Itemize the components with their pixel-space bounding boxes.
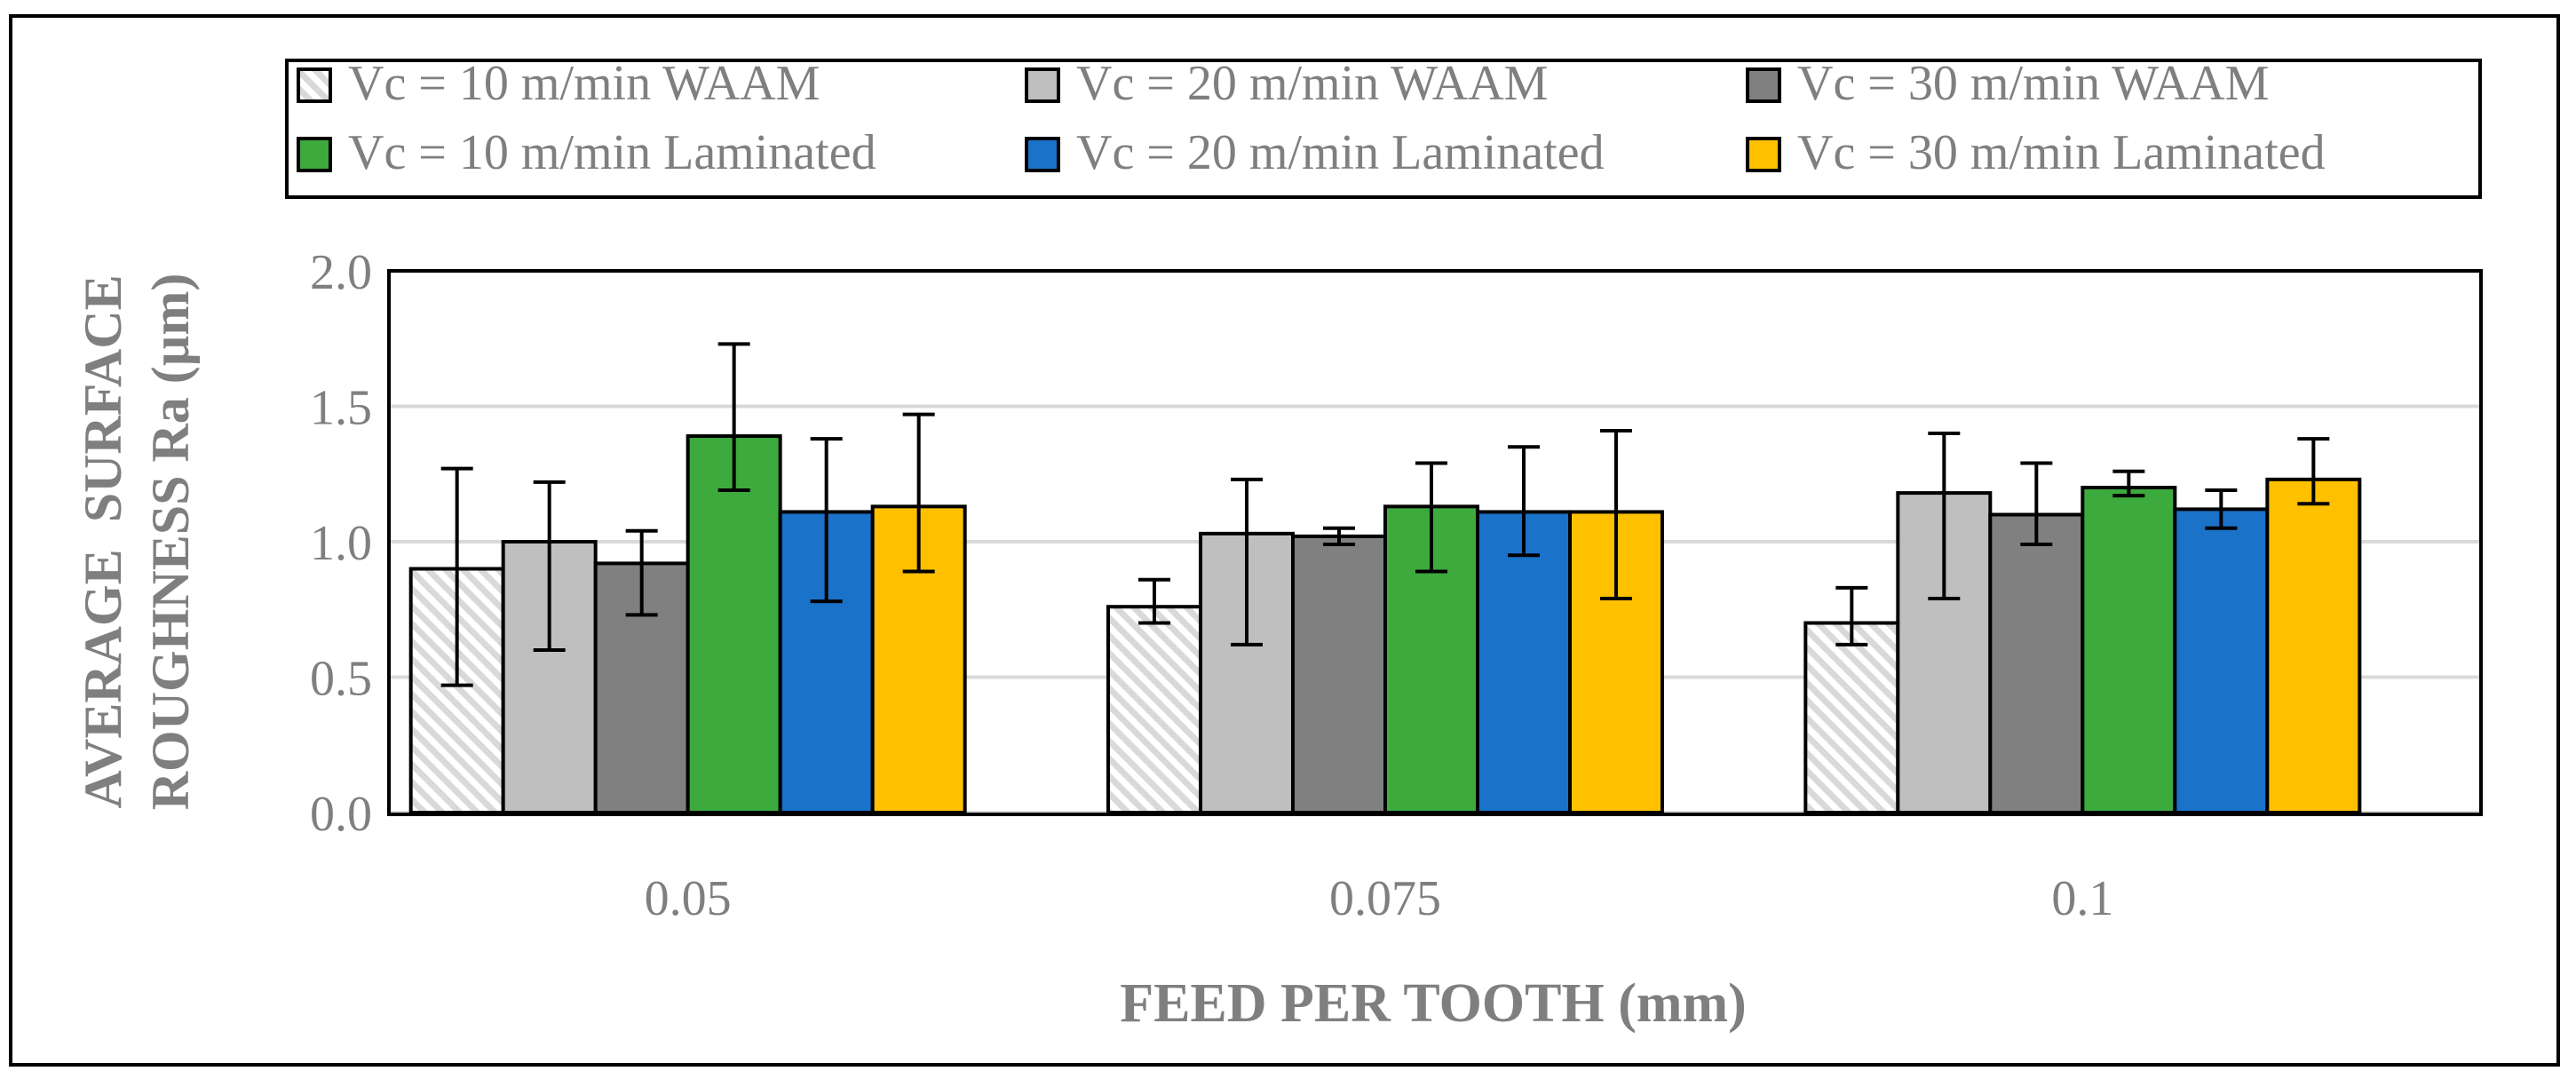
bar — [1476, 510, 1572, 814]
bar — [686, 434, 782, 814]
chart-frame: Vc = 10 m/min WAAM Vc = 20 m/min WAAM Vc =… — [9, 14, 2560, 1067]
y-tick-label: 1.5 — [310, 381, 372, 436]
legend: Vc = 10 m/min WAAM Vc = 20 m/min WAAM Vc =… — [285, 56, 2482, 199]
error-bars — [440, 342, 2330, 687]
x-tick-label: 0.075 — [1329, 871, 1441, 926]
legend-label: Vc = 10 m/min WAAM — [348, 56, 820, 111]
bar — [1803, 621, 1900, 814]
y-axis-title-line-1: AVERAGE SURFACE — [74, 274, 132, 808]
bars — [408, 434, 2362, 815]
y-tick-label: 0.5 — [310, 652, 372, 707]
bar — [1988, 512, 2085, 814]
x-tick-label: 0.05 — [645, 871, 732, 926]
bar — [1291, 534, 1387, 815]
legend-label: Vc = 30 m/min WAAM — [1797, 56, 2269, 111]
bar — [2081, 486, 2177, 814]
plot-border — [387, 269, 2483, 816]
bar — [2265, 477, 2362, 814]
legend-label: Vc = 10 m/min Laminated — [348, 125, 876, 180]
legend-swatch — [1025, 137, 1060, 172]
legend-swatch — [297, 67, 332, 103]
y-axis-title-line-2: ROUGHNESS Ra (µm) — [141, 274, 200, 811]
bar — [2173, 507, 2270, 815]
y-axis-title: AVERAGE SURFACE ROUGHNESS Ra (µm) — [74, 274, 200, 811]
y-tick-label: 0.0 — [310, 787, 372, 842]
legend-swatch — [1025, 67, 1060, 103]
legend-label: Vc = 20 m/min Laminated — [1076, 125, 1605, 180]
x-tick-label: 0.1 — [2051, 871, 2113, 926]
legend-swatch — [297, 137, 332, 172]
bar — [1106, 605, 1202, 815]
legend-label: Vc = 20 m/min WAAM — [1076, 56, 1548, 111]
legend-label: Vc = 30 m/min Laminated — [1797, 125, 2326, 180]
legend-swatch — [1746, 137, 1781, 172]
plot-area: 0.0 0.5 1.0 1.5 2.0 0.05 0.075 0.1 — [310, 245, 2483, 926]
y-tick-label: 1.0 — [310, 516, 372, 571]
x-axis-title: FEED PER TOOTH (mm) — [1120, 973, 1747, 1034]
legend-box — [285, 59, 2482, 199]
y-tick-labels: 0.0 0.5 1.0 1.5 2.0 — [310, 245, 372, 842]
legend-swatch — [1746, 67, 1781, 103]
x-tick-labels: 0.05 0.075 0.1 — [645, 871, 2114, 926]
y-tick-label: 2.0 — [310, 245, 372, 300]
bar-chart: Vc = 10 m/min WAAM Vc = 20 m/min WAAM Vc =… — [74, 56, 2483, 1034]
